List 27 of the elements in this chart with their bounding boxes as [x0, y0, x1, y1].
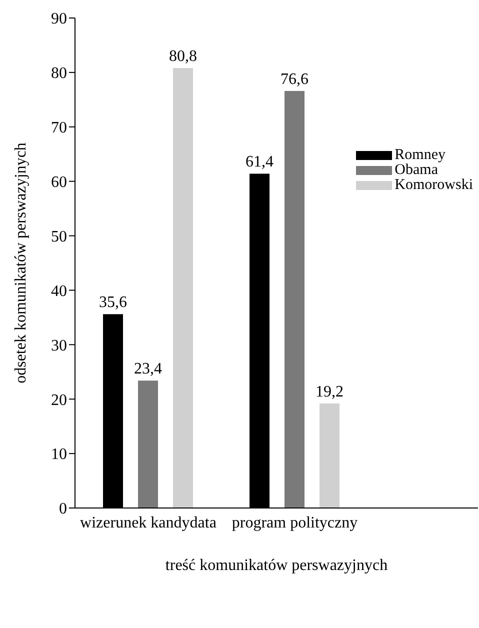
data-label: 80,8	[169, 48, 198, 66]
x-axis-title: treść komunikatów perswazyjnych	[165, 557, 388, 574]
y-tick-label: 40	[51, 282, 67, 300]
legend-label: Romney	[394, 147, 446, 164]
bar	[320, 403, 340, 508]
bar	[173, 68, 194, 508]
y-axis-title: odsetek komunikatów perswazyjnych	[12, 142, 30, 384]
x-tick-label: wizerunek kandydata	[80, 514, 216, 532]
data-label: 76,6	[280, 70, 309, 88]
data-label: 19,2	[316, 383, 344, 400]
bar	[284, 90, 305, 508]
legend-label: Obama	[394, 162, 438, 178]
y-tick-label: 20	[51, 392, 67, 409]
y-tick-label: 10	[51, 446, 67, 464]
y-tick-label: 30	[51, 337, 67, 354]
y-tick-label: 90	[51, 10, 67, 28]
bar	[138, 380, 158, 508]
y-tick-label: 60	[51, 174, 67, 192]
data-label: 61,4	[246, 154, 274, 171]
legend-label: Komorowski	[394, 177, 473, 194]
y-tick-label: 80	[51, 65, 67, 82]
y-tick-label: 0	[59, 500, 67, 518]
data-label: 23,4	[134, 360, 162, 378]
x-tick-label: program polityczny	[232, 514, 358, 532]
y-tick-label: 70	[51, 120, 67, 137]
y-tick-label: 50	[51, 228, 67, 246]
data-label: 35,6	[99, 294, 128, 312]
